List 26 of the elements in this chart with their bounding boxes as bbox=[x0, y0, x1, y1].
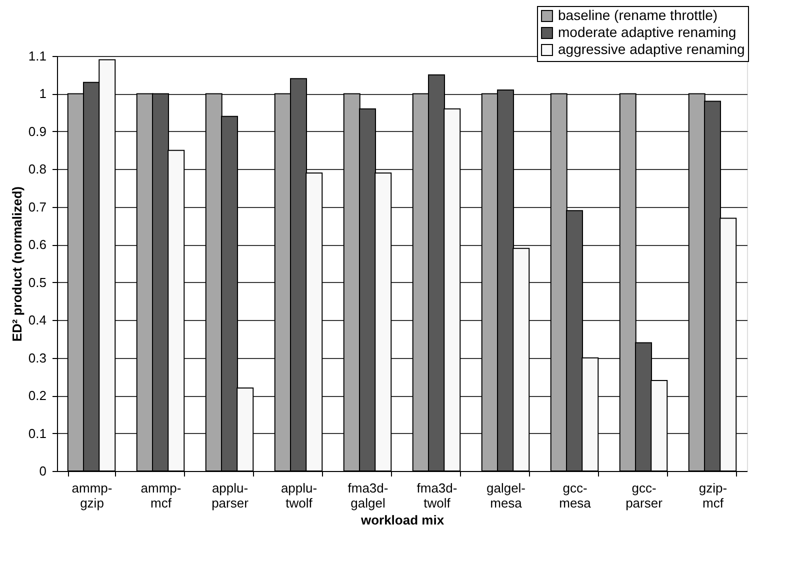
x-tick-label: gzip-mcf bbox=[698, 480, 728, 510]
legend-label: moderate adaptive renaming bbox=[558, 24, 736, 40]
y-tick-label: 0.6 bbox=[28, 237, 46, 252]
y-tick-label: 0.5 bbox=[28, 274, 46, 290]
x-tick-label: ammp-gzip bbox=[72, 480, 112, 510]
x-tick-label: applu-twolf bbox=[280, 480, 318, 510]
y-tick-label: 0.1 bbox=[28, 426, 46, 441]
y-tick-label: 0.2 bbox=[28, 388, 46, 404]
legend-label: baseline (rename throttle) bbox=[558, 7, 718, 23]
y-tick-label: 0.3 bbox=[28, 350, 46, 366]
x-axis-title: workload mix bbox=[360, 512, 445, 528]
y-tick-label: 0 bbox=[39, 464, 46, 478]
x-tick-label: gcc-mesa bbox=[559, 480, 592, 510]
y-tick-label: 0.4 bbox=[28, 312, 46, 328]
y-tick-label: 0.9 bbox=[28, 124, 46, 139]
y-tick-label: 0.8 bbox=[28, 162, 46, 177]
x-tick-label: gcc-parser bbox=[626, 480, 664, 510]
y-tick-label: 0.7 bbox=[28, 199, 46, 214]
y-tick-label: 1.1 bbox=[28, 48, 46, 64]
x-tick-label: applu-parser bbox=[212, 480, 250, 510]
x-tick-label: ammp-mcf bbox=[140, 480, 182, 510]
y-tick-label: 1 bbox=[39, 86, 46, 102]
y-axis-title: ED² product (normalized) bbox=[9, 186, 24, 342]
x-tick-label: galgel-mesa bbox=[486, 480, 526, 510]
x-tick-label: fma3d-twolf bbox=[416, 480, 458, 510]
legend-label: aggressive adaptive renaming bbox=[558, 41, 745, 57]
